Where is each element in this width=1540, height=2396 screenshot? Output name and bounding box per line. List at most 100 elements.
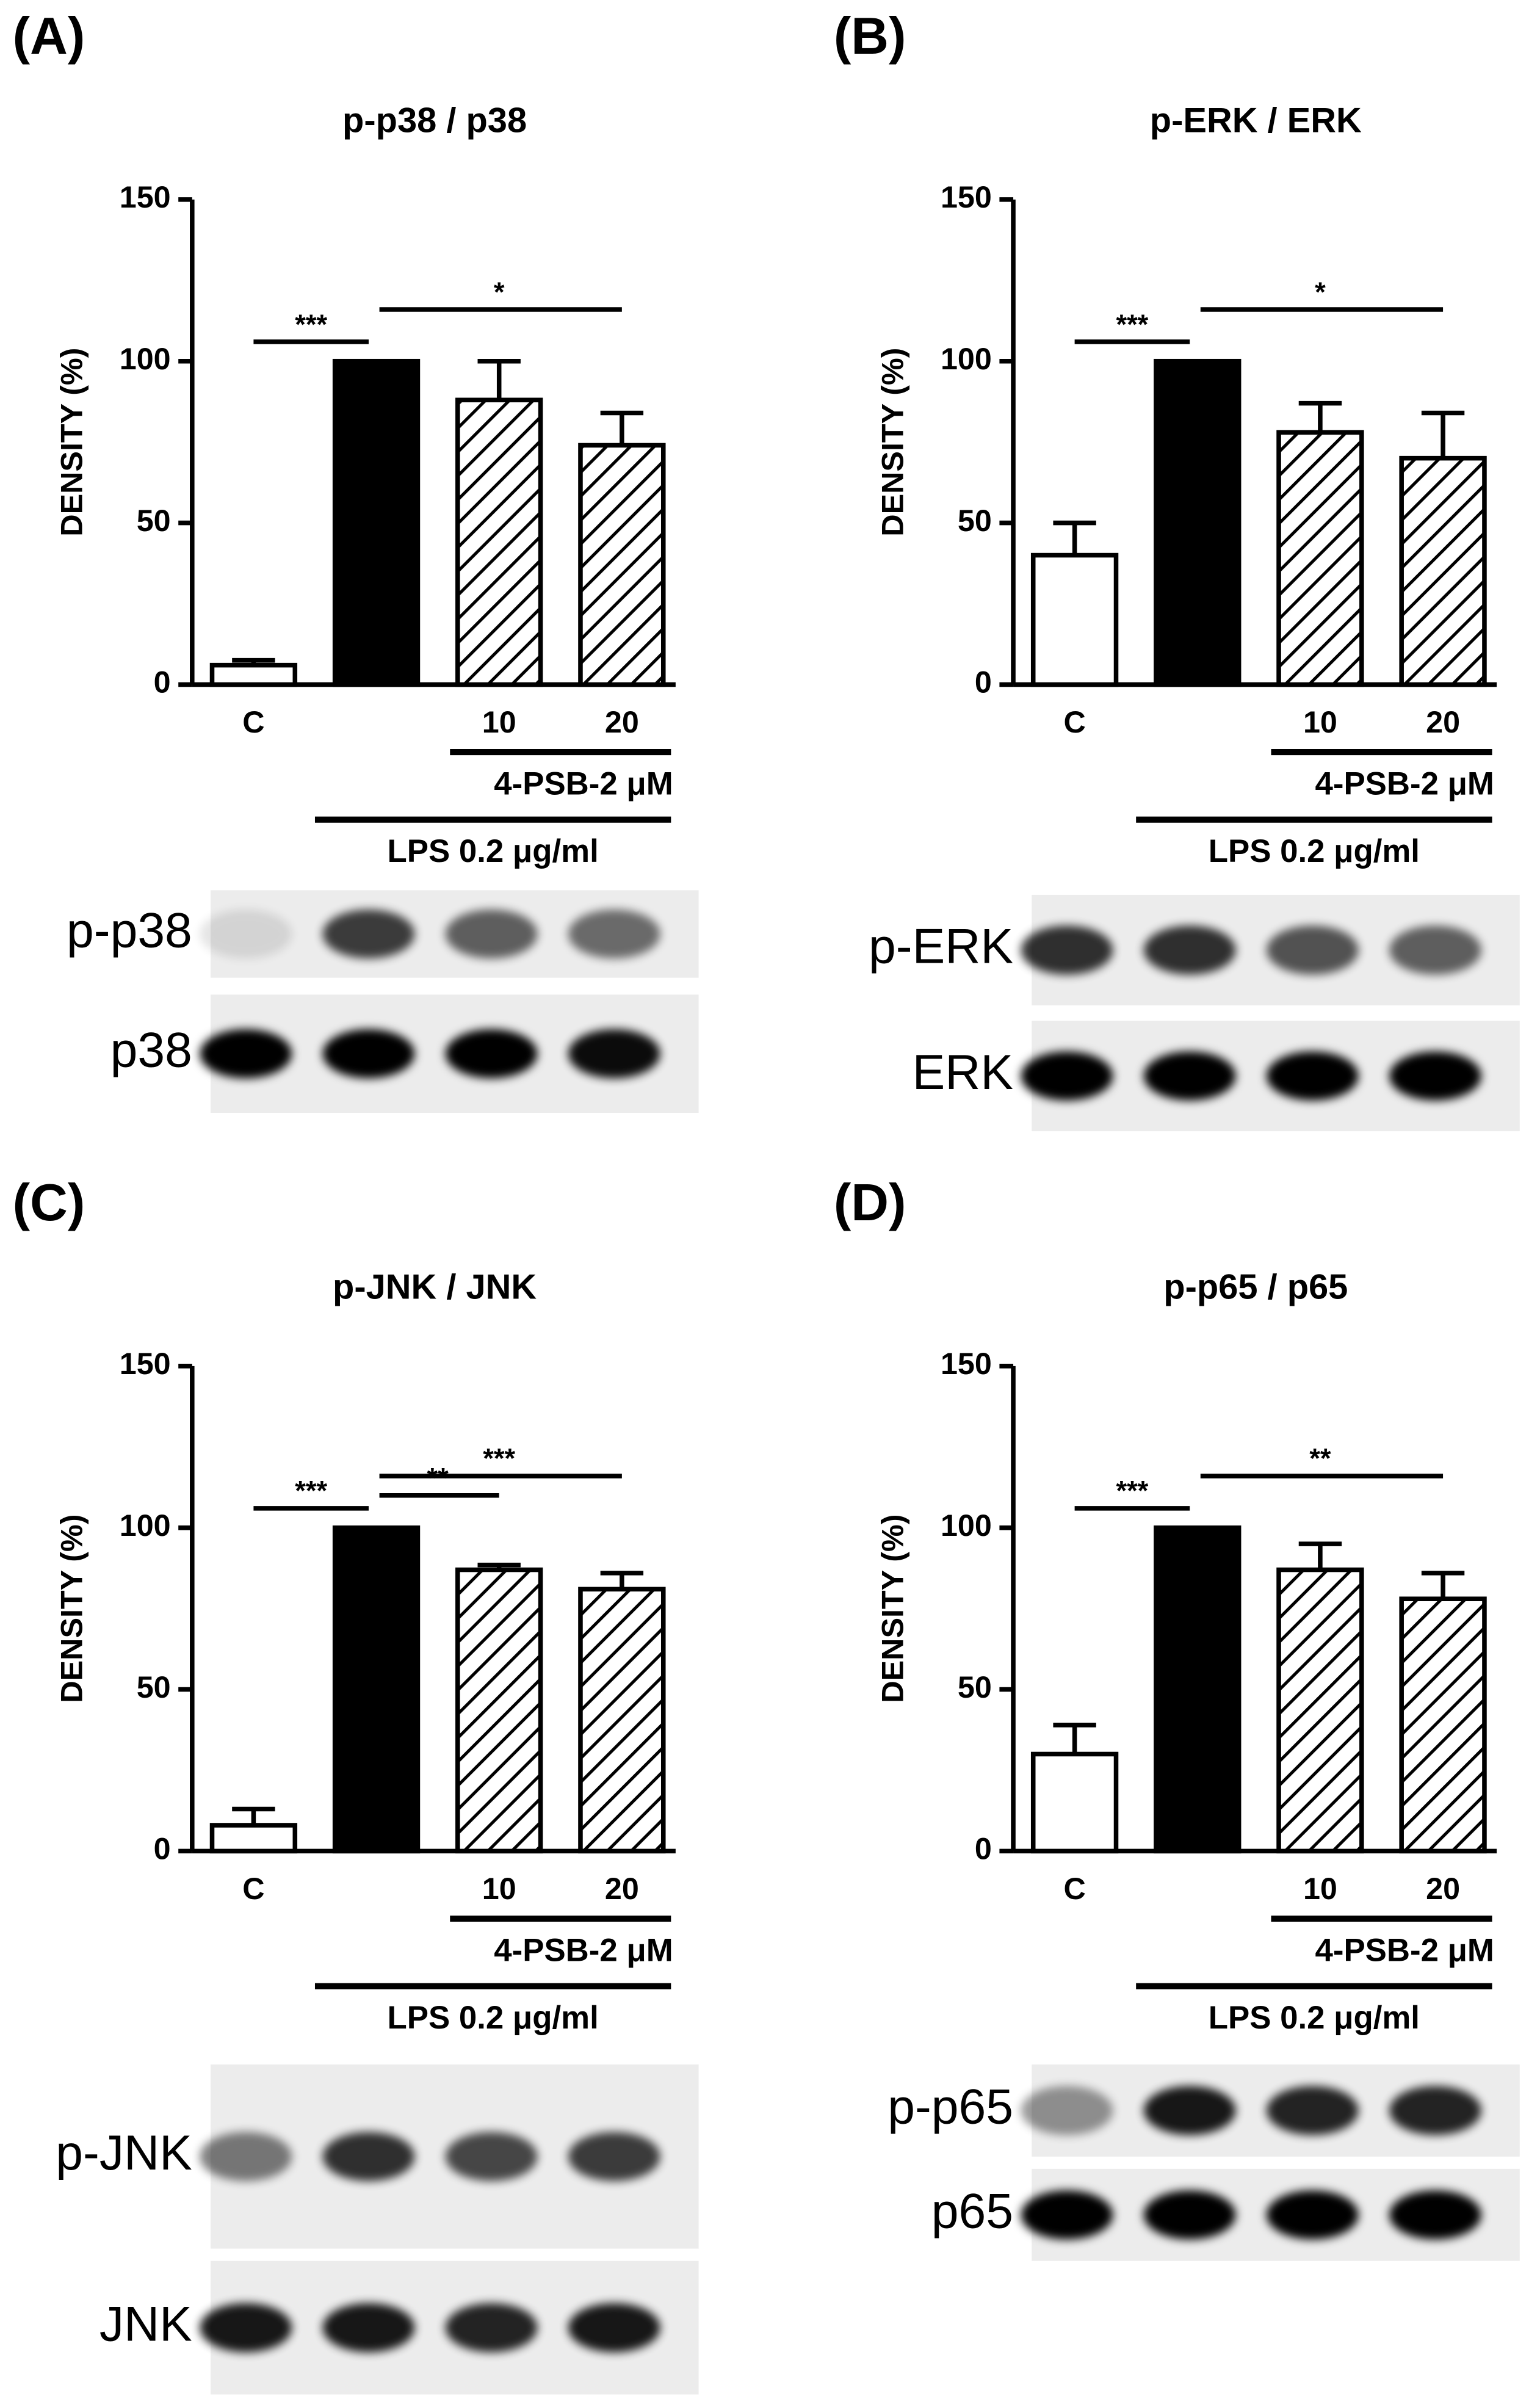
significance-label: * xyxy=(1315,277,1326,308)
blot-band xyxy=(1266,2190,1359,2240)
bar xyxy=(1399,1596,1487,1854)
panel: (D) p-p65 / p65 DENSITY (%) 0 50 100 150 C 10 20 4… xyxy=(834,1174,1520,2261)
blot-band xyxy=(1389,2086,1481,2135)
bar xyxy=(1154,1525,1242,1854)
error-bar xyxy=(1421,410,1465,458)
blot-band xyxy=(200,909,292,959)
blot-band xyxy=(1143,2190,1236,2240)
blot-band xyxy=(1021,925,1113,975)
blot-label: p38 xyxy=(110,1022,192,1077)
panel: (A) p-p38 / p38 DENSITY (%) 0 50 100 150 C 10 20 4… xyxy=(13,7,699,1113)
blot-band xyxy=(322,909,415,959)
y-tick-label: 100 xyxy=(120,1508,171,1543)
blot-band xyxy=(1143,1051,1236,1101)
y-tick-label: 0 xyxy=(154,1831,171,1866)
y-tick-label: 100 xyxy=(941,341,992,376)
bar xyxy=(578,443,666,687)
blot-label: p-ERK xyxy=(869,919,1013,974)
blot-band xyxy=(322,2132,415,2181)
bar xyxy=(332,358,421,687)
chart-title: p-JNK / JNK xyxy=(333,1267,537,1306)
group-label: LPS 0.2 μg/ml xyxy=(1209,2000,1420,2036)
blot-band xyxy=(445,2132,538,2181)
error-bar xyxy=(477,1562,521,1570)
bar xyxy=(1399,455,1487,687)
blot-band xyxy=(322,2303,415,2353)
error-bar xyxy=(1053,1723,1096,1754)
significance-label: *** xyxy=(483,1443,515,1474)
bar xyxy=(332,1525,421,1854)
blot-band xyxy=(1266,925,1359,975)
error-bar xyxy=(477,358,521,400)
y-axis-label: DENSITY (%) xyxy=(875,1515,910,1703)
blot-band xyxy=(200,1029,292,1079)
error-bar xyxy=(1298,1541,1342,1570)
blot-band xyxy=(1389,1051,1481,1101)
blot-band xyxy=(1021,2190,1113,2240)
panel: (C) p-JNK / JNK DENSITY (%) 0 50 100 150 C 10 20 4… xyxy=(13,1174,699,2395)
error-bar xyxy=(232,657,275,665)
group-label: LPS 0.2 μg/ml xyxy=(388,833,599,869)
x-tick-label: 20 xyxy=(1426,704,1460,739)
panel-label: (D) xyxy=(834,1174,906,1232)
blot-band xyxy=(1389,925,1481,975)
bar xyxy=(455,1567,543,1854)
blot-band xyxy=(568,909,660,959)
blot-band xyxy=(445,909,538,959)
panel-label: (A) xyxy=(13,7,85,65)
x-tick-label: C xyxy=(1063,704,1085,739)
blot-band xyxy=(1389,2190,1481,2240)
y-tick-label: 50 xyxy=(137,1670,171,1704)
blot-band xyxy=(568,1029,660,1079)
y-tick-label: 50 xyxy=(958,503,992,538)
chart-title: p-p65 / p65 xyxy=(1163,1267,1348,1306)
y-axis-label: DENSITY (%) xyxy=(875,348,910,537)
group-label: 4-PSB-2 μM xyxy=(1315,765,1494,802)
blot-band xyxy=(200,2132,292,2181)
y-tick-label: 0 xyxy=(975,1831,992,1866)
error-bar xyxy=(600,410,644,446)
significance-label: * xyxy=(494,277,505,308)
y-tick-label: 50 xyxy=(137,503,171,538)
x-tick-label: 10 xyxy=(482,704,516,739)
blot-label: p-p38 xyxy=(67,903,192,958)
bar xyxy=(1154,358,1242,687)
blot-label: p-JNK xyxy=(56,2126,192,2181)
blot-band xyxy=(1266,2086,1359,2135)
panel: (B) p-ERK / ERK DENSITY (%) 0 50 100 150 C 10 20 4… xyxy=(834,7,1520,1132)
y-tick-label: 150 xyxy=(120,179,171,214)
error-bar xyxy=(1053,520,1096,556)
blot-band xyxy=(1266,1051,1359,1101)
x-tick-label: 20 xyxy=(605,1871,639,1906)
error-bar xyxy=(1421,1571,1465,1599)
blot-band xyxy=(445,1029,538,1079)
significance-label: ** xyxy=(1309,1443,1331,1474)
x-tick-label: 10 xyxy=(482,1871,516,1906)
blot-band xyxy=(445,2303,538,2353)
bar xyxy=(1276,430,1364,687)
blot-label: p65 xyxy=(931,2184,1013,2239)
y-tick-label: 50 xyxy=(958,1670,992,1704)
x-tick-label: 20 xyxy=(605,704,639,739)
x-tick-label: 20 xyxy=(1426,1871,1460,1906)
x-tick-label: 10 xyxy=(1303,704,1337,739)
blot-band xyxy=(1021,2086,1113,2135)
group-label: 4-PSB-2 μM xyxy=(1315,1932,1494,1968)
blot-band xyxy=(1143,2086,1236,2135)
x-tick-label: 10 xyxy=(1303,1871,1337,1906)
y-tick-label: 100 xyxy=(120,341,171,376)
y-tick-label: 150 xyxy=(941,1346,992,1381)
error-bar xyxy=(232,1806,275,1826)
y-tick-label: 0 xyxy=(975,665,992,700)
blot-label: p-p65 xyxy=(887,2080,1013,2135)
significance-label: *** xyxy=(1116,309,1148,340)
bar xyxy=(1030,1751,1119,1854)
bar xyxy=(578,1587,666,1854)
blot-label: JNK xyxy=(99,2296,192,2351)
blot-band xyxy=(568,2132,660,2181)
blot-band xyxy=(1021,1051,1113,1101)
group-label: 4-PSB-2 μM xyxy=(494,765,673,802)
significance-label: *** xyxy=(1116,1475,1148,1507)
group-label: LPS 0.2 μg/ml xyxy=(1209,833,1420,869)
